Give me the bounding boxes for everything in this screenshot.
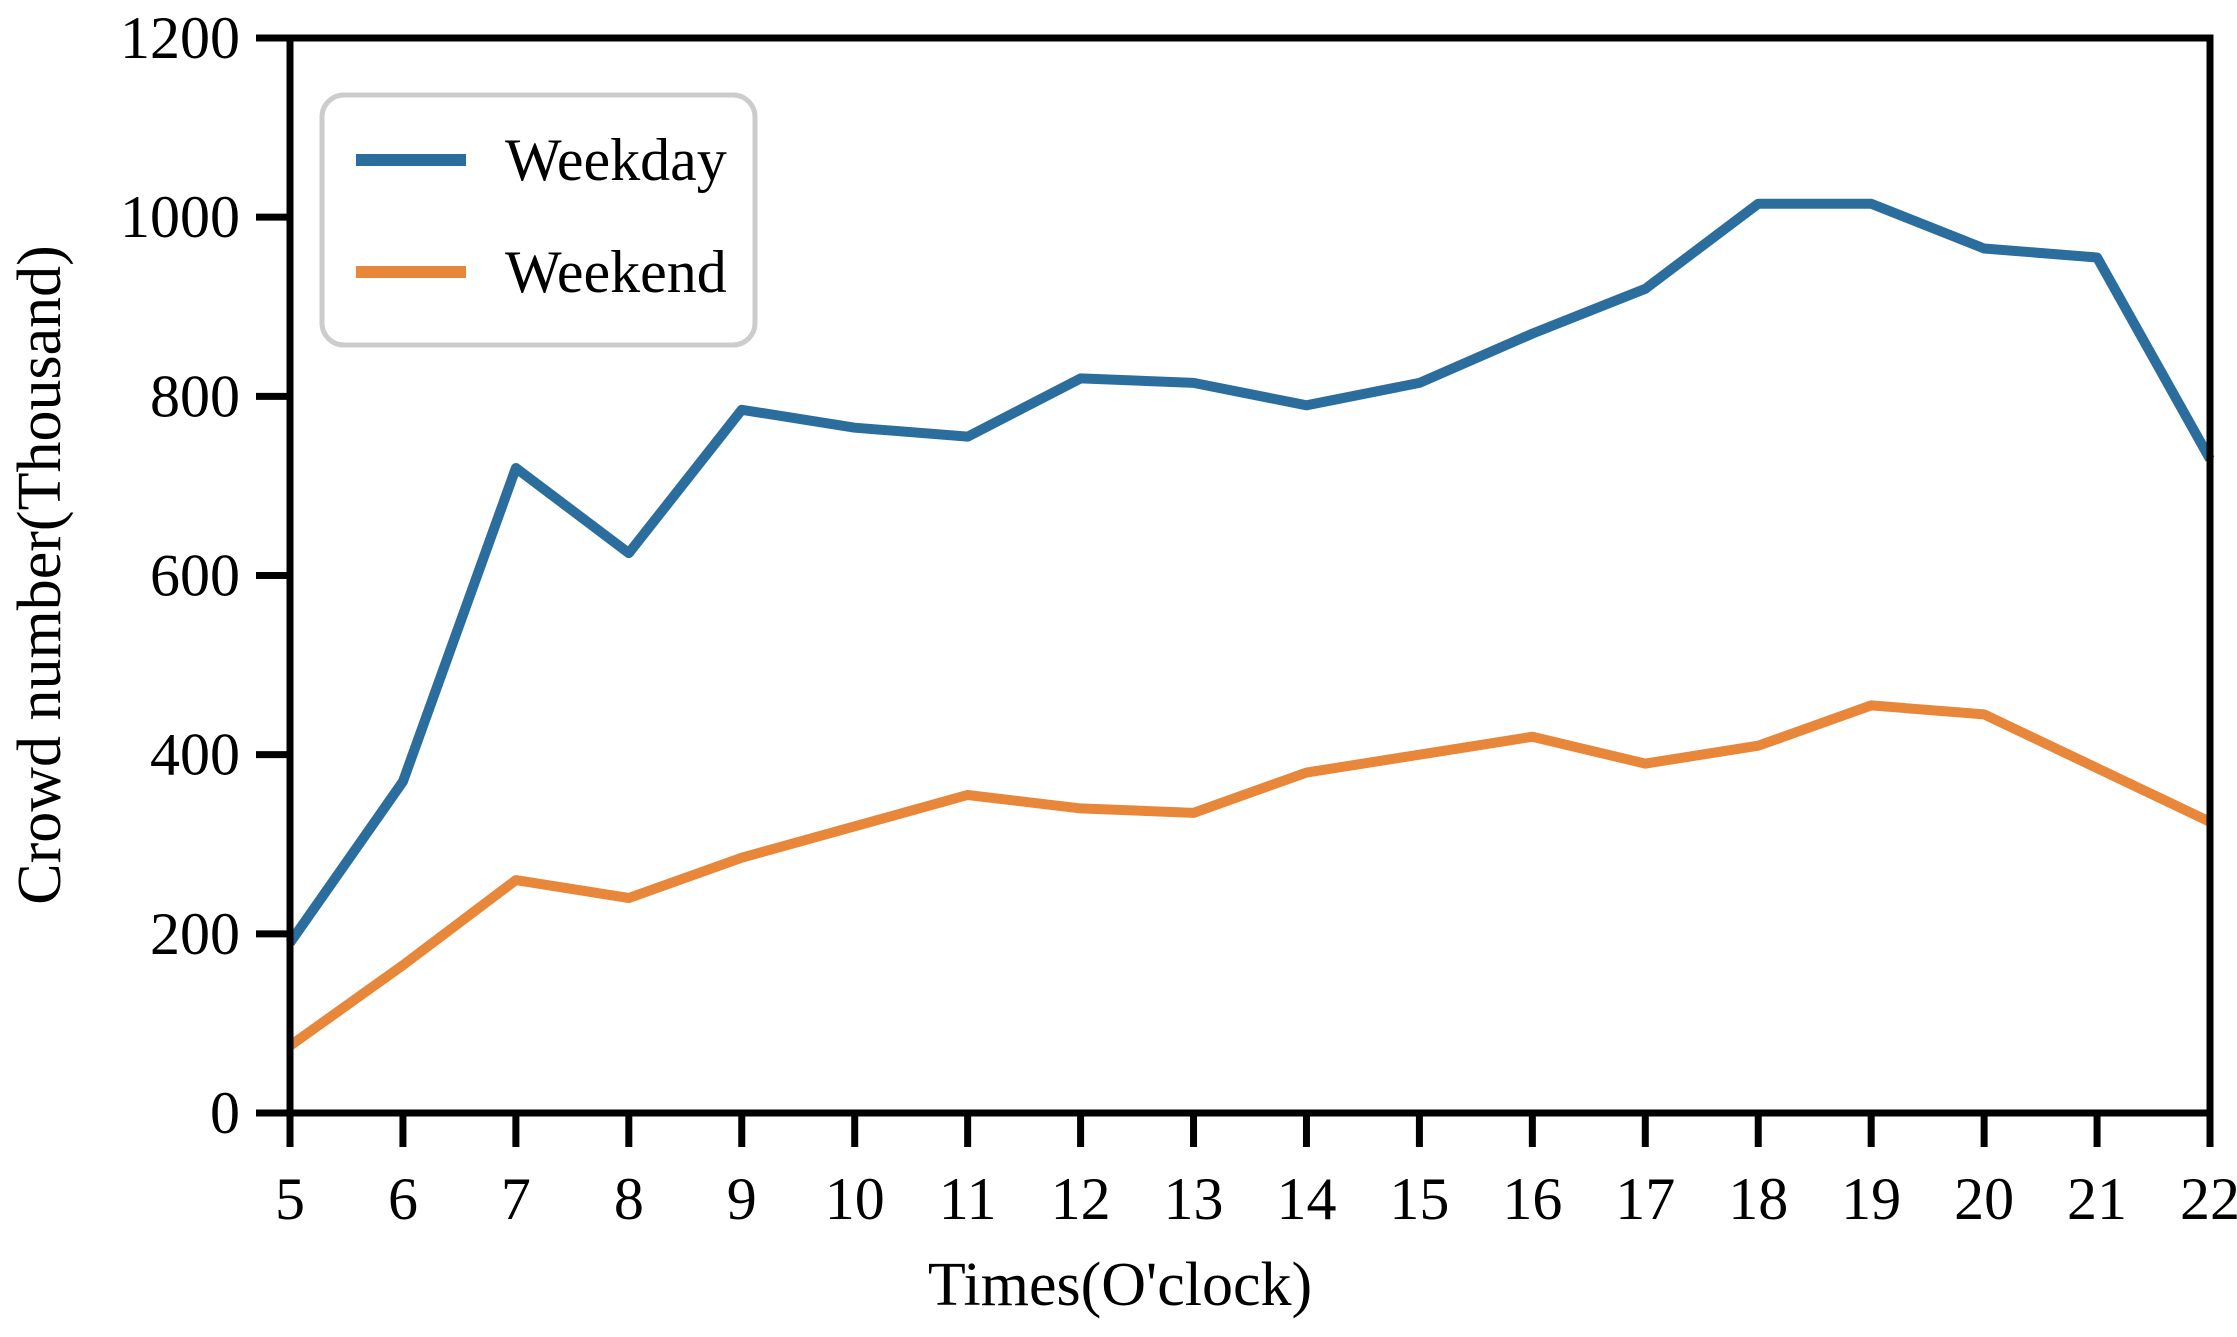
x-tick-label: 19 bbox=[1841, 1166, 1901, 1232]
x-tick-label: 6 bbox=[388, 1166, 418, 1232]
series-line-weekend bbox=[287, 700, 2213, 1050]
x-tick-label: 7 bbox=[501, 1166, 531, 1232]
legend-items: Weekday Weekend bbox=[356, 127, 727, 305]
y-tick-label: 1200 bbox=[120, 5, 240, 71]
x-tick-label: 14 bbox=[1276, 1166, 1336, 1232]
x-tick-label: 15 bbox=[1389, 1166, 1449, 1232]
plot-area: 0 200 400 600 800 1000 1200 5 6 7 8 9 10 11 12 13 14 15 16… bbox=[120, 5, 2237, 1232]
x-tick-label: 9 bbox=[727, 1166, 757, 1232]
x-axis-title: Times(O'clock) bbox=[928, 1251, 1312, 1319]
x-tick-label: 16 bbox=[1502, 1166, 1562, 1232]
y-axis-title: Crowd number(Thousand) bbox=[6, 245, 74, 904]
legend: Weekday Weekend bbox=[319, 92, 758, 348]
y-tick-label: 1000 bbox=[120, 184, 240, 250]
legend-label-weekend: Weekend bbox=[505, 239, 727, 305]
series-line-weekday bbox=[285, 198, 2215, 946]
x-tick-label: 21 bbox=[2067, 1166, 2127, 1232]
legend-label-weekday: Weekday bbox=[505, 127, 727, 193]
x-tick-label: 8 bbox=[614, 1166, 644, 1232]
x-tick-label: 12 bbox=[1051, 1166, 1111, 1232]
y-tick-label: 200 bbox=[150, 901, 240, 967]
x-tick-label: 17 bbox=[1615, 1166, 1675, 1232]
x-tick-label: 18 bbox=[1728, 1166, 1788, 1232]
x-tick-label: 10 bbox=[825, 1166, 885, 1232]
x-tick-label: 13 bbox=[1164, 1166, 1224, 1232]
x-tick-label: 11 bbox=[939, 1166, 997, 1232]
plot-spines bbox=[286, 34, 2214, 1117]
y-tick-label: 800 bbox=[150, 363, 240, 429]
x-tick-label: 22 bbox=[2180, 1166, 2237, 1232]
y-tick-label: 400 bbox=[150, 722, 240, 788]
x-tick-label: 20 bbox=[1954, 1166, 2014, 1232]
x-tick-label: 5 bbox=[275, 1166, 305, 1232]
y-tick-label: 0 bbox=[210, 1080, 240, 1146]
y-tick-label: 600 bbox=[150, 543, 240, 609]
